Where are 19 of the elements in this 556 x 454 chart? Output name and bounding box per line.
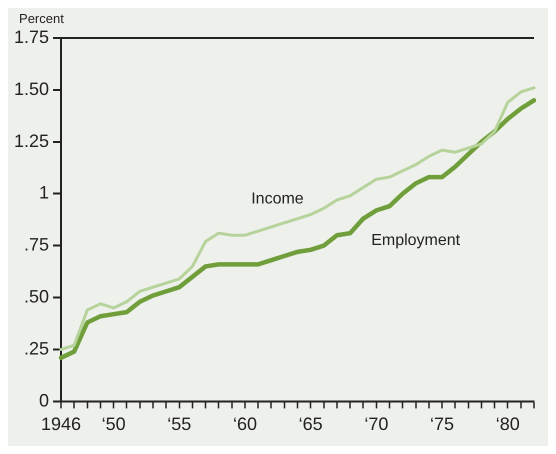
y-axis-title: Percent — [19, 11, 64, 26]
y-tick-label: 1.50 — [14, 78, 50, 99]
x-tick-label: ‘55 — [167, 414, 192, 434]
series-label: Income — [251, 190, 304, 208]
y-tick-label: 1.75 — [14, 26, 50, 47]
x-tick-label: ‘50 — [102, 414, 126, 434]
y-tick-label: 0 — [39, 390, 50, 410]
x-tick-label: ‘80 — [496, 414, 520, 434]
y-tick-label: 1 — [39, 182, 50, 203]
x-tick-label: ‘65 — [298, 414, 323, 434]
x-tick-label: 1946 — [41, 414, 82, 434]
series-label: Employment — [371, 232, 461, 250]
y-tick-label: 1.25 — [14, 130, 50, 151]
x-tick-label: ‘60 — [232, 414, 257, 434]
y-tick-label: .25 — [24, 338, 50, 358]
x-tick-label: ‘70 — [364, 414, 388, 434]
x-tick-label: ‘75 — [430, 414, 454, 434]
y-tick-label: .75 — [24, 234, 50, 255]
y-tick-label: .50 — [24, 286, 50, 307]
